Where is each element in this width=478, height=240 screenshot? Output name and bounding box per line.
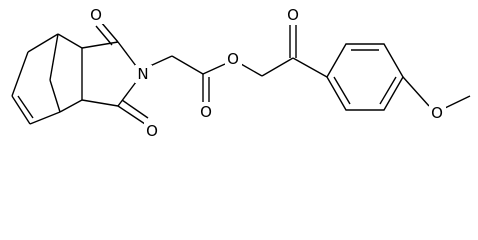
label-bg [285,6,302,24]
atom-labels: O N O O O O O [88,6,446,140]
label-bg [198,103,215,121]
atom-label: O [431,104,443,122]
atom-label: N [137,65,148,83]
label-bg [88,6,105,24]
atom-label: O [200,103,212,121]
atom-label: O [90,6,102,24]
label-bg [135,65,152,83]
atom-label: O [287,6,299,24]
structure-diagram: O N O O O O O [11,6,471,140]
label-bg [429,104,446,122]
label-bg [144,122,161,140]
atom-label: O [227,50,239,68]
label-bg [225,50,242,68]
bonds [11,21,471,125]
atom-label: O [146,122,158,140]
